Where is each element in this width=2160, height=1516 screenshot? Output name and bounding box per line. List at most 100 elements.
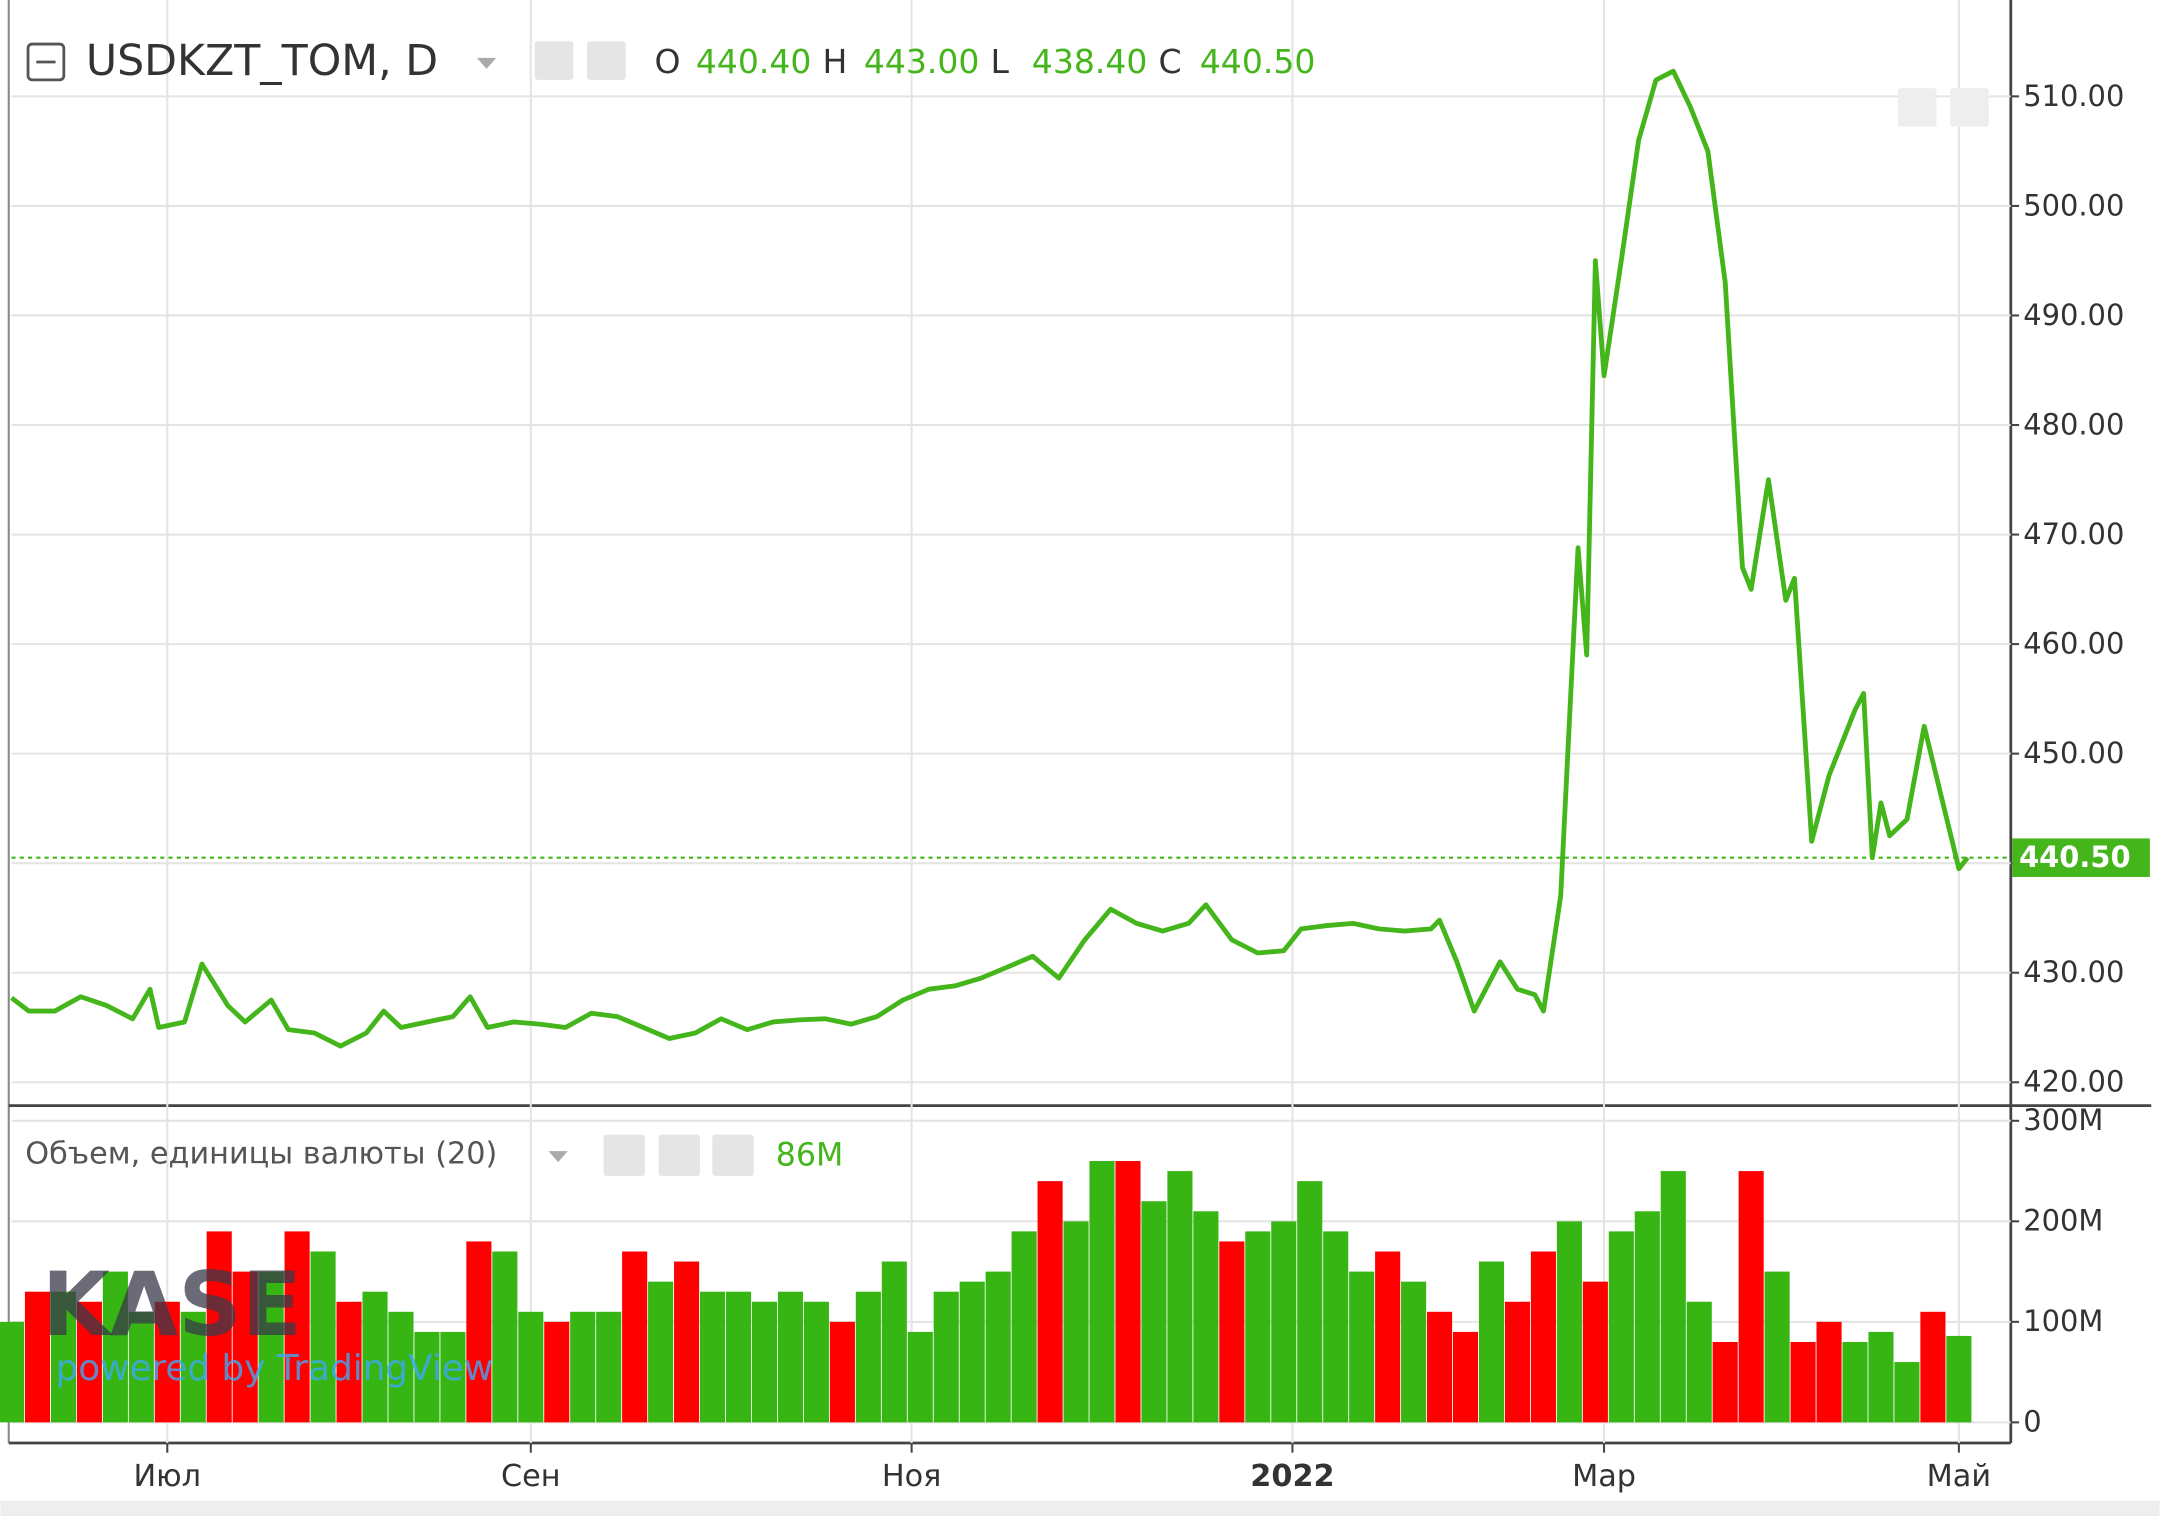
last-price-label: 440.50 <box>2019 840 2131 874</box>
volume-bar <box>76 1301 102 1423</box>
volume-bar <box>674 1261 700 1423</box>
volume-bar <box>1141 1201 1167 1423</box>
volume-bar <box>1582 1281 1608 1423</box>
volume-bar <box>933 1291 959 1423</box>
y-tick-label: 100M <box>2023 1304 2103 1338</box>
volume-bar <box>700 1291 726 1423</box>
volume-bar <box>751 1301 778 1423</box>
volume-bar <box>1245 1231 1271 1423</box>
x-tick-label: Мар <box>1572 1459 1636 1494</box>
volume-bar <box>1375 1251 1401 1423</box>
y-tick-label: 470.00 <box>2023 517 2124 551</box>
volume-bar <box>1894 1362 1920 1423</box>
volume-bar <box>1478 1261 1505 1423</box>
ohlc-value: 440.50 <box>1200 42 1316 81</box>
volume-bar <box>284 1231 310 1423</box>
ohlc-letter: H <box>823 42 848 81</box>
dropdown-arrow[interactable] <box>548 1151 568 1163</box>
ohlc-letter: O <box>655 42 681 81</box>
volume-bar <box>959 1281 985 1423</box>
volume-bar <box>570 1311 596 1423</box>
volume-bar <box>102 1271 128 1423</box>
volume-bar <box>622 1251 648 1423</box>
x-tick-label: Сен <box>501 1459 561 1494</box>
volume-bar <box>180 1311 206 1423</box>
volume-bar <box>1920 1311 1946 1423</box>
volume-bar <box>388 1311 414 1423</box>
volume-bar <box>518 1311 544 1423</box>
scroll-button[interactable] <box>1897 88 1937 127</box>
y-tick-label: 460.00 <box>2023 626 2124 660</box>
volume-bar <box>466 1241 492 1423</box>
volume-bar <box>596 1311 622 1423</box>
ohlc-value: 440.40 <box>696 42 812 81</box>
volume-bar <box>1504 1301 1531 1423</box>
volume-bar <box>1401 1281 1427 1423</box>
volume-bar <box>232 1271 258 1423</box>
volume-bar <box>1738 1171 1764 1423</box>
price-line <box>10 68 1970 1049</box>
eye-button[interactable] <box>603 1134 645 1176</box>
volume-bar <box>1297 1181 1323 1423</box>
volume-bar <box>24 1291 51 1423</box>
ohlc-value: 438.40 <box>1032 42 1148 81</box>
volume-bar <box>128 1311 154 1423</box>
volume-bar <box>1452 1331 1479 1423</box>
y-tick-label: 300M <box>2023 1103 2103 1137</box>
volume-last-value: 86M <box>776 1138 844 1174</box>
y-tick-label: 200M <box>2023 1204 2103 1238</box>
ohlc-value: 443.00 <box>864 42 980 81</box>
volume-bar <box>1556 1221 1582 1423</box>
volume-bar <box>1790 1341 1816 1423</box>
volume-bar <box>1219 1241 1245 1423</box>
x-tick-label: Ноя <box>882 1459 942 1494</box>
y-tick-label: 480.00 <box>2023 407 2124 441</box>
settings-button[interactable] <box>658 1134 700 1176</box>
y-tick-label: 490.00 <box>2023 298 2124 332</box>
volume-bar <box>1868 1331 1894 1423</box>
volume-bar <box>414 1331 440 1423</box>
volume-bar <box>206 1231 232 1423</box>
volume-bar <box>907 1331 933 1423</box>
ohlc-letter: L <box>990 42 1009 81</box>
y-tick-label: 430.00 <box>2023 955 2124 989</box>
volume-bar <box>1816 1321 1842 1423</box>
overlay: USDKZT_TOM, D Объем, единицы валюты (20)… <box>25 36 1989 1389</box>
volume-bar <box>1946 1335 1972 1423</box>
volume-bar <box>1686 1301 1712 1423</box>
close-button[interactable] <box>712 1134 754 1176</box>
volume-bar <box>1011 1231 1037 1423</box>
volume-bar <box>648 1281 674 1423</box>
ohlc-letter: C <box>1158 42 1181 81</box>
x-tick-label: Май <box>1927 1459 1991 1494</box>
scale-button[interactable] <box>1950 88 1989 127</box>
y-tick-label: 420.00 <box>2023 1065 2124 1099</box>
y-tick-label: 0 <box>2023 1405 2041 1439</box>
bottom-strip <box>0 1500 2160 1516</box>
volume-bar <box>1115 1161 1141 1423</box>
volume-bar <box>855 1291 881 1423</box>
volume-bar <box>544 1321 570 1423</box>
volume-bar <box>1193 1211 1219 1423</box>
volume-bar <box>881 1261 907 1423</box>
volume-bar <box>1608 1231 1634 1423</box>
watermark-logo: KASE <box>42 1253 302 1356</box>
volume-bar <box>258 1271 284 1423</box>
eye-button[interactable] <box>534 41 574 80</box>
volume-bar <box>1089 1161 1115 1423</box>
y-tick-label: 500.00 <box>2023 188 2124 222</box>
volume-bar <box>1427 1311 1453 1423</box>
y-tick-label: 510.00 <box>2023 79 2124 113</box>
volume-bar <box>1764 1271 1790 1423</box>
volume-bar <box>1167 1171 1193 1423</box>
dropdown-arrow[interactable] <box>476 57 497 69</box>
volume-bar <box>154 1301 180 1423</box>
settings-button[interactable] <box>587 41 626 80</box>
volume-bar <box>492 1251 518 1423</box>
collapse-button[interactable] <box>26 42 66 82</box>
volume-bar <box>1037 1181 1063 1423</box>
volume-bar <box>1660 1171 1686 1423</box>
volume-bar <box>0 1321 25 1423</box>
